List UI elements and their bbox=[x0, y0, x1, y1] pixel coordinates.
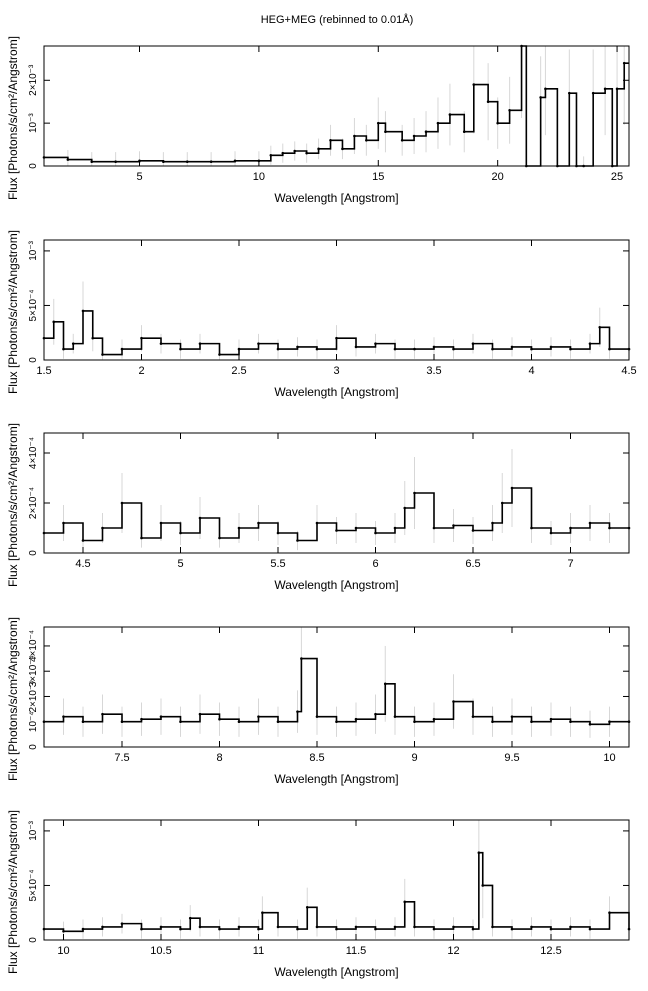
x-axis: 7.5 8 8.5 9 9.5 10 bbox=[114, 627, 616, 764]
x-tick-label: 10.5 bbox=[150, 945, 171, 957]
x-tick-label: 10 bbox=[603, 752, 615, 764]
x-tick-label: 1.5 bbox=[36, 365, 51, 377]
plot-frame bbox=[43, 819, 630, 941]
x-tick-label: 25 bbox=[611, 171, 623, 183]
chart-panel-4: 7.5 8 8.5 9 9.5 10 0 10⁻⁴2×10⁻⁴3×10⁻⁴4×10⁻⁴ Wave… bbox=[6, 617, 631, 786]
x-tick-label: 5.5 bbox=[270, 558, 285, 570]
x-tick-label: 6.5 bbox=[465, 558, 480, 570]
y-tick-label: 5×10⁻⁴ bbox=[28, 289, 39, 321]
chart-panel-2: 1.5 2 2.5 3 3.5 4 4.5 0 5×10⁻⁴ 10⁻³ Wavelength [An… bbox=[6, 230, 637, 399]
chart-panel-5: 10 10.5 11 11.5 12 12.5 0 5×10⁻⁴ 10⁻³ Wavelength … bbox=[6, 810, 631, 979]
x-axis-label: Wavelength [Angstrom] bbox=[274, 191, 398, 205]
x-tick-label: 10 bbox=[57, 945, 69, 957]
error-bars bbox=[43, 449, 630, 551]
y-tick-label: 10⁻⁴ bbox=[28, 711, 39, 732]
y-axis-label: Flux [Photons/s/cm²/Angstrom] bbox=[6, 423, 20, 587]
x-tick-label: 11.5 bbox=[346, 945, 367, 957]
x-tick-label: 4 bbox=[528, 365, 534, 377]
plot-frame bbox=[43, 432, 630, 554]
error-bars bbox=[43, 820, 630, 940]
spectrum-series bbox=[44, 657, 629, 726]
plot-frame bbox=[43, 45, 630, 167]
x-tick-label: 20 bbox=[492, 171, 504, 183]
x-tick-label: 11 bbox=[253, 945, 264, 957]
x-tick-label: 4.5 bbox=[621, 365, 636, 377]
y-axis-label: Flux [Photons/s/cm²/Angstrom] bbox=[6, 617, 20, 781]
y-axis-label: Flux [Photons/s/cm²/Angstrom] bbox=[6, 230, 20, 394]
y-tick-label: 0 bbox=[28, 550, 39, 556]
y-tick-label: 3×10⁻⁴ bbox=[28, 655, 39, 687]
x-tick-label: 6 bbox=[372, 558, 378, 570]
x-tick-label: 8 bbox=[216, 752, 222, 764]
y-tick-label: 10⁻³ bbox=[28, 113, 39, 133]
y-axis: 0 5×10⁻⁴ 10⁻³ bbox=[28, 240, 629, 363]
x-tick-label: 15 bbox=[372, 171, 384, 183]
x-tick-label: 9 bbox=[411, 752, 417, 764]
x-tick-label: 12.5 bbox=[540, 945, 561, 957]
chart-panel-3: 4.5 5 5.5 6 6.5 7 0 2×10⁻⁴ 4×10⁻⁴ Wavelength [Ang… bbox=[6, 423, 631, 592]
x-tick-label: 10 bbox=[253, 171, 265, 183]
x-tick-label: 5 bbox=[136, 171, 142, 183]
y-axis: 0 5×10⁻⁴ 10⁻³ bbox=[28, 820, 629, 943]
y-axis: 0 10⁻³ 2×10⁻³ bbox=[28, 64, 629, 169]
x-tick-label: 12 bbox=[447, 945, 459, 957]
x-axis: 5 10 15 20 25 bbox=[136, 46, 623, 183]
y-tick-label: 0 bbox=[28, 357, 39, 363]
y-tick-label: 2×10⁻³ bbox=[28, 64, 39, 96]
y-tick-label: 4×10⁻⁴ bbox=[28, 437, 39, 469]
x-tick-label: 4.5 bbox=[75, 558, 90, 570]
spectrum-series bbox=[44, 487, 629, 542]
spectrum-series bbox=[44, 851, 630, 933]
y-axis-label: Flux [Photons/s/cm²/Angstrom] bbox=[6, 810, 20, 974]
y-tick-label: 10⁻³ bbox=[28, 240, 39, 260]
x-axis: 4.5 5 5.5 6 6.5 7 bbox=[75, 433, 574, 570]
x-tick-label: 8.5 bbox=[309, 752, 324, 764]
x-tick-label: 3.5 bbox=[426, 365, 441, 377]
figure-title: HEG+MEG (rebinned to 0.01Å) bbox=[261, 13, 414, 26]
y-tick-label: 0 bbox=[28, 744, 39, 750]
data-points bbox=[42, 44, 626, 168]
x-axis-label: Wavelength [Angstrom] bbox=[274, 385, 398, 399]
y-tick-label: 10⁻³ bbox=[28, 820, 39, 840]
chart-panel-1: 5 10 15 20 25 0 10⁻³ 2×10⁻³ Wavelength [Angstrom… bbox=[6, 36, 630, 205]
x-tick-label: 7 bbox=[567, 558, 573, 570]
plot-frame bbox=[43, 626, 630, 748]
y-tick-label: 2×10⁻⁴ bbox=[28, 487, 39, 519]
y-axis: 0 10⁻⁴2×10⁻⁴3×10⁻⁴4×10⁻⁴ bbox=[28, 630, 629, 750]
y-tick-label: 4×10⁻⁴ bbox=[28, 630, 39, 662]
y-tick-label: 0 bbox=[28, 163, 39, 169]
x-axis-label: Wavelength [Angstrom] bbox=[274, 578, 398, 592]
x-axis-label: Wavelength [Angstrom] bbox=[274, 965, 398, 979]
x-tick-label: 2.5 bbox=[231, 365, 246, 377]
error-bars bbox=[43, 46, 625, 166]
x-tick-label: 5 bbox=[177, 558, 183, 570]
spectrum-series bbox=[44, 45, 629, 167]
x-axis: 1.5 2 2.5 3 3.5 4 4.5 bbox=[36, 240, 637, 377]
spectrum-series bbox=[44, 310, 629, 356]
x-tick-label: 2 bbox=[138, 365, 144, 377]
x-tick-label: 9.5 bbox=[504, 752, 519, 764]
y-tick-label: 2×10⁻⁴ bbox=[28, 680, 39, 712]
y-tick-label: 0 bbox=[28, 937, 39, 943]
x-axis-label: Wavelength [Angstrom] bbox=[274, 772, 398, 786]
x-tick-label: 3 bbox=[333, 365, 339, 377]
y-tick-label: 5×10⁻⁴ bbox=[28, 869, 39, 901]
x-axis: 10 10.5 11 11.5 12 12.5 bbox=[57, 820, 562, 957]
y-axis-label: Flux [Photons/s/cm²/Angstrom] bbox=[6, 36, 20, 200]
x-tick-label: 7.5 bbox=[114, 752, 129, 764]
y-axis: 0 2×10⁻⁴ 4×10⁻⁴ bbox=[28, 437, 629, 556]
